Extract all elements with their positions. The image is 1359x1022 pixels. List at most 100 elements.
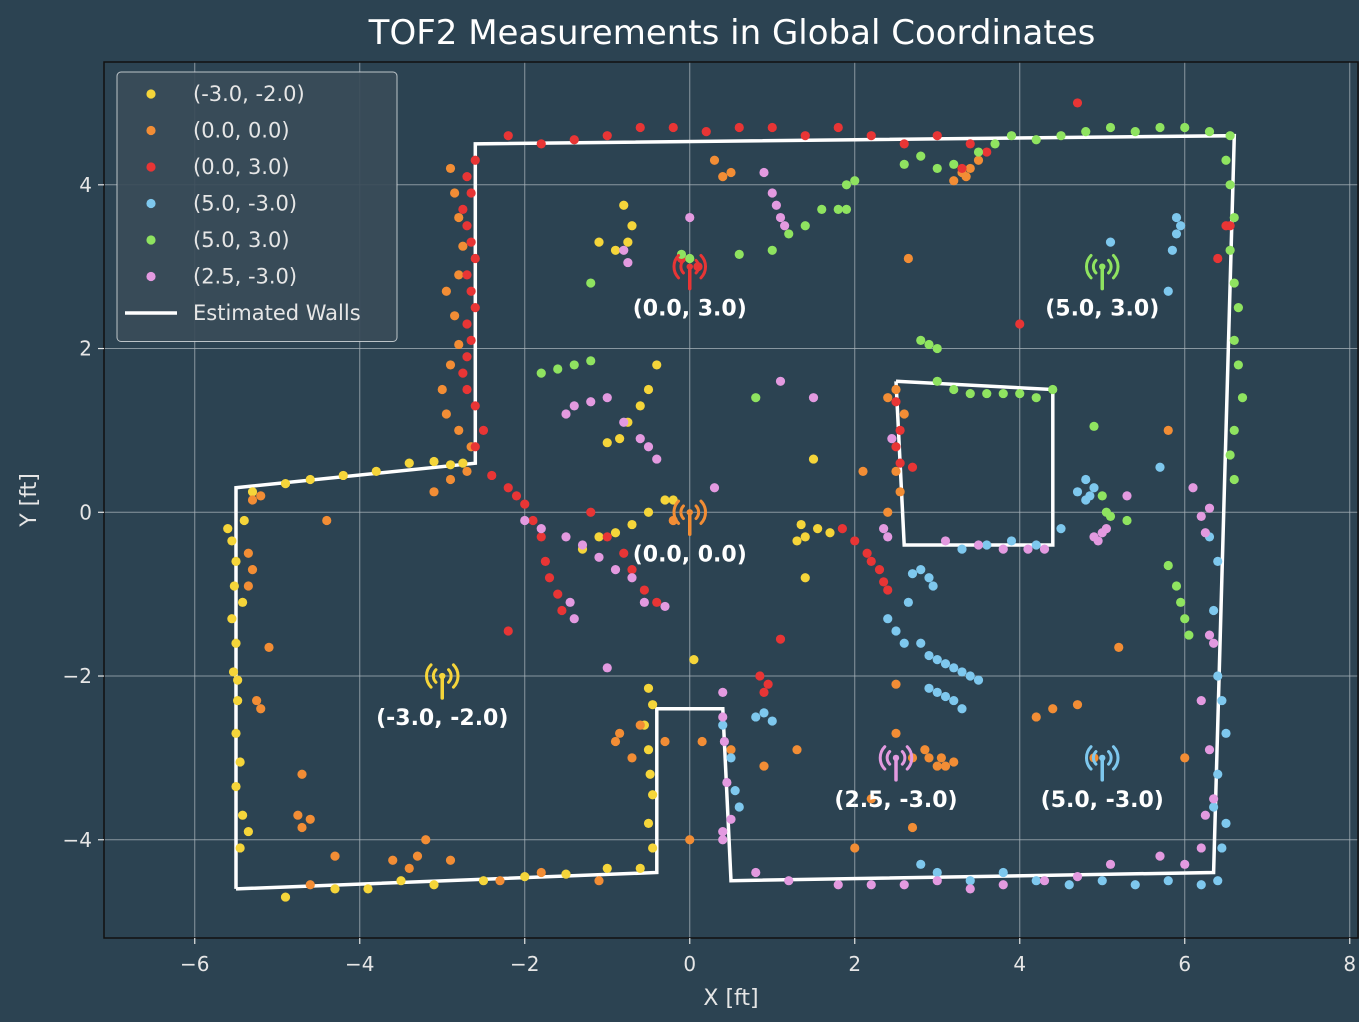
data-point (932, 655, 942, 665)
data-point (445, 163, 456, 174)
signal-arc (694, 258, 701, 275)
data-point (322, 515, 332, 526)
data-point (1056, 524, 1066, 534)
data-point (264, 642, 274, 652)
data-point (932, 131, 942, 141)
y-tick-label: 0 (79, 500, 92, 524)
data-point (771, 200, 781, 210)
antenna-icon (1084, 745, 1120, 782)
data-point (932, 761, 942, 771)
data-point (458, 204, 468, 214)
anchor-label: (5.0, 3.0) (1045, 297, 1159, 322)
data-point (227, 536, 237, 546)
data-point (825, 528, 835, 538)
data-point (458, 241, 468, 251)
data-point (709, 155, 720, 165)
data-point (932, 876, 942, 886)
data-point (792, 745, 802, 755)
data-point (916, 151, 926, 161)
data-point (998, 880, 1008, 890)
data-point (891, 384, 901, 395)
data-point (837, 524, 847, 534)
data-point (973, 540, 984, 550)
legend-entry: (5.0, -3.0) (193, 192, 297, 216)
data-point (610, 245, 621, 255)
data-point (1155, 122, 1165, 133)
data-point (1204, 745, 1215, 755)
data-point (998, 388, 1008, 399)
data-point (965, 876, 975, 886)
data-point (623, 237, 633, 247)
data-point (767, 716, 777, 726)
data-point (709, 483, 720, 493)
data-point (536, 139, 546, 149)
legend-entry-walls: Estimated Walls (193, 301, 361, 325)
data-point (503, 626, 513, 636)
data-point (495, 876, 505, 886)
signal-arc (905, 745, 914, 771)
data-point (429, 880, 439, 890)
data-point (1233, 303, 1243, 313)
data-point (305, 814, 315, 824)
data-point (297, 822, 307, 833)
data-point (586, 397, 596, 407)
data-point (1200, 810, 1210, 820)
data-point (297, 769, 307, 779)
data-point (450, 188, 460, 198)
data-point (1093, 536, 1103, 546)
data-point (899, 880, 909, 890)
data-point (883, 614, 893, 624)
data-point (866, 556, 876, 567)
data-point (895, 425, 905, 436)
data-point (228, 667, 239, 677)
data-point (1048, 704, 1058, 714)
data-point (594, 552, 604, 562)
data-point (445, 855, 456, 865)
data-point (445, 360, 456, 370)
antenna-icon (1084, 253, 1120, 291)
data-point (503, 483, 513, 493)
data-point (1015, 388, 1025, 399)
data-point (982, 147, 992, 157)
signal-arc (878, 745, 887, 771)
data-point (1196, 843, 1206, 853)
signal-arc (447, 668, 453, 684)
data-point (470, 253, 480, 264)
data-point (883, 393, 893, 403)
data-point (610, 736, 621, 747)
data-point (1221, 155, 1231, 165)
data-point (726, 167, 736, 178)
data-point (949, 176, 959, 186)
signal-arc (1107, 258, 1113, 275)
data-point (421, 835, 431, 845)
data-point (697, 736, 707, 747)
data-point (437, 384, 447, 395)
data-point (813, 524, 823, 534)
data-point (1233, 360, 1243, 370)
data-point (1229, 425, 1239, 436)
data-point (1213, 769, 1223, 779)
data-point (643, 384, 654, 395)
data-point (862, 548, 872, 558)
data-point (916, 335, 926, 345)
data-point (1225, 450, 1235, 460)
antenna-head (1099, 754, 1106, 762)
signal-arc (451, 663, 460, 689)
data-point (1015, 319, 1025, 329)
data-point (932, 163, 942, 174)
data-point (235, 843, 245, 853)
data-point (247, 487, 258, 497)
data-point (1006, 536, 1017, 546)
data-point (569, 135, 579, 145)
data-point (1180, 753, 1190, 763)
data-point (540, 556, 550, 567)
data-point (639, 585, 649, 595)
data-point (1031, 540, 1041, 550)
data-point (916, 564, 926, 575)
data-point (891, 626, 901, 636)
data-point (602, 438, 612, 448)
data-point (619, 245, 629, 255)
data-point (808, 454, 819, 464)
data-point (1176, 221, 1186, 231)
data-point (734, 122, 744, 133)
